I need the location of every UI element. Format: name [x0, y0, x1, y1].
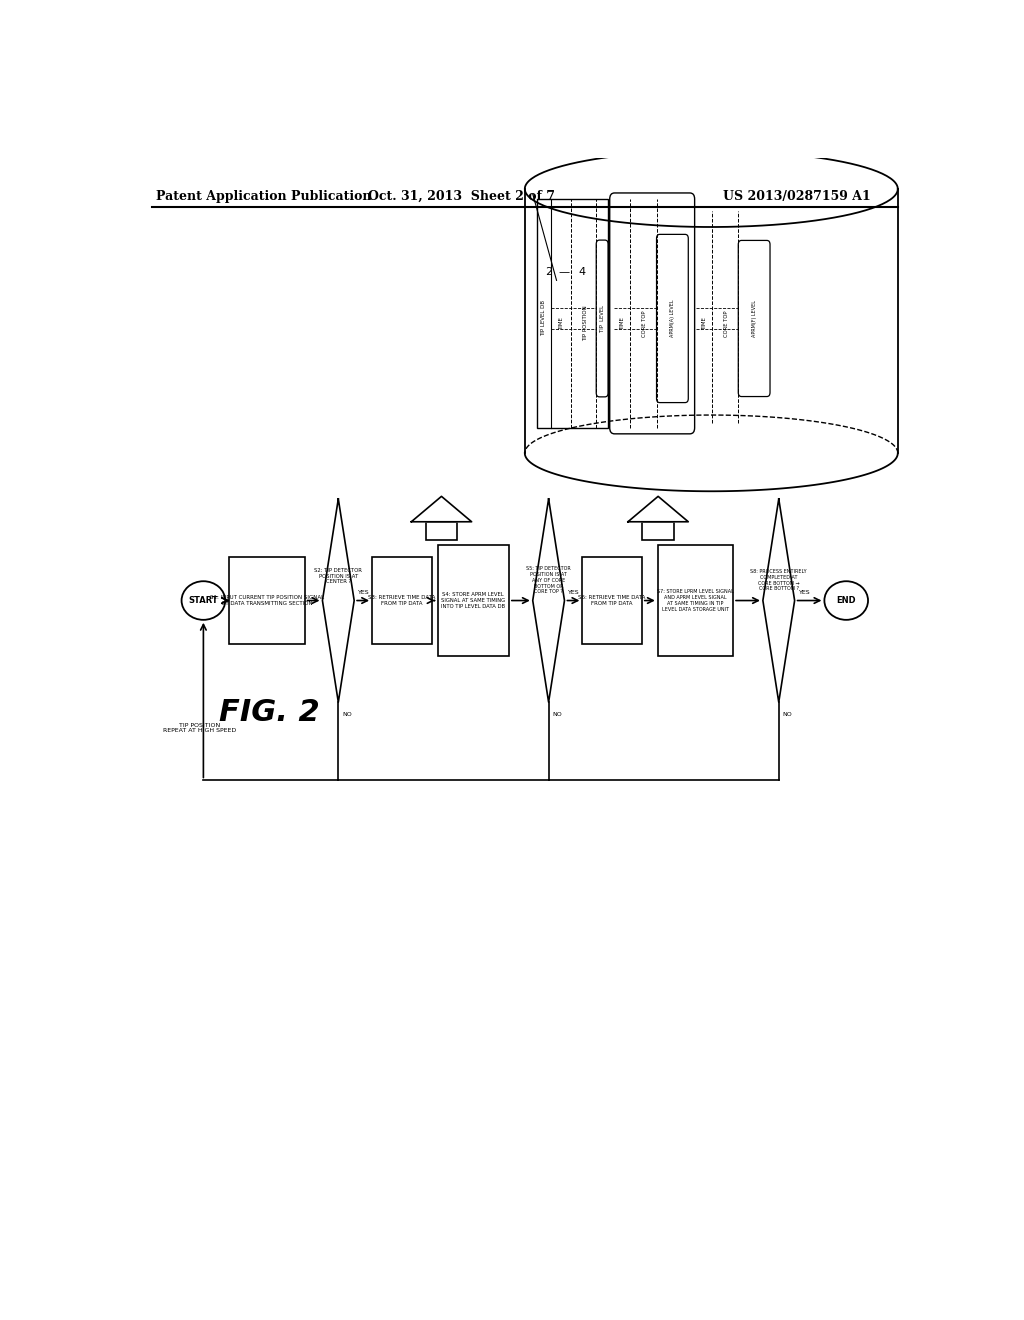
Text: NO: NO — [553, 711, 562, 717]
Text: S1: INPUT CURRENT TIP POSITION SIGNAL
BY DATA TRANSMITTING SECTION: S1: INPUT CURRENT TIP POSITION SIGNAL BY… — [210, 595, 324, 606]
Polygon shape — [412, 496, 472, 521]
Text: TIP POSITION
REPEAT AT HIGH SPEED: TIP POSITION REPEAT AT HIGH SPEED — [163, 722, 237, 734]
Polygon shape — [763, 499, 795, 702]
Text: TIME: TIME — [620, 317, 625, 330]
Text: APRM(F) LEVEL: APRM(F) LEVEL — [752, 300, 757, 337]
Text: END: END — [837, 597, 856, 605]
Text: S3: RETRIEVE TIME DATA
FROM TIP DATA: S3: RETRIEVE TIME DATA FROM TIP DATA — [368, 595, 435, 606]
Text: YES: YES — [799, 590, 810, 595]
Text: S8: PROCESS ENTIRELY
COMPLETED AT
CORE BOTTOM →
CORE BOTTOM ?: S8: PROCESS ENTIRELY COMPLETED AT CORE B… — [751, 569, 807, 591]
Text: 4: 4 — [578, 267, 585, 277]
Polygon shape — [323, 499, 354, 702]
Text: APRM(A) LEVEL: APRM(A) LEVEL — [670, 300, 675, 338]
Text: NO: NO — [782, 711, 793, 717]
Text: CORE TOP: CORE TOP — [724, 310, 729, 337]
Text: YES: YES — [358, 590, 370, 595]
Text: S7: STORE LPRM LEVEL SIGNAL
AND APRM LEVEL SIGNAL
AT SAME TIMING IN TIP
LEVEL DA: S7: STORE LPRM LEVEL SIGNAL AND APRM LEV… — [657, 589, 734, 611]
Text: S5: TIP DETECTOR
POSITION IS AT
ANY OF CORE
BOTTOM OR
CORE TOP ?: S5: TIP DETECTOR POSITION IS AT ANY OF C… — [526, 566, 571, 594]
Text: TIME: TIME — [559, 317, 564, 330]
Text: —: — — [559, 267, 570, 277]
Polygon shape — [628, 496, 688, 521]
Text: CORE TOP: CORE TOP — [642, 310, 647, 337]
Text: 2: 2 — [546, 267, 553, 277]
Text: YES: YES — [568, 590, 580, 595]
Text: US 2013/0287159 A1: US 2013/0287159 A1 — [723, 190, 871, 202]
Text: START: START — [188, 597, 218, 605]
Text: S4: STORE APRM LEVEL
SIGNAL AT SAME TIMING
INTO TIP LEVEL DATA DB: S4: STORE APRM LEVEL SIGNAL AT SAME TIMI… — [441, 593, 505, 609]
Text: TIP LEVEL DB: TIP LEVEL DB — [541, 301, 546, 337]
Text: TIP  LEVEL: TIP LEVEL — [600, 305, 605, 333]
Text: S6: RETRIEVE TIME DATA
FROM TIP DATA: S6: RETRIEVE TIME DATA FROM TIP DATA — [579, 595, 646, 606]
Text: Oct. 31, 2013  Sheet 2 of 7: Oct. 31, 2013 Sheet 2 of 7 — [368, 190, 555, 202]
Text: TIME: TIME — [701, 317, 707, 330]
Text: TIP POSITION: TIP POSITION — [583, 306, 588, 342]
Text: FIG. 2: FIG. 2 — [219, 698, 321, 727]
Text: NO: NO — [342, 711, 352, 717]
Text: S2: TIP DETECTOR
POSITION IS AT
CENTER ?: S2: TIP DETECTOR POSITION IS AT CENTER ? — [314, 568, 362, 585]
Polygon shape — [532, 499, 564, 702]
Text: Patent Application Publication: Patent Application Publication — [156, 190, 372, 202]
